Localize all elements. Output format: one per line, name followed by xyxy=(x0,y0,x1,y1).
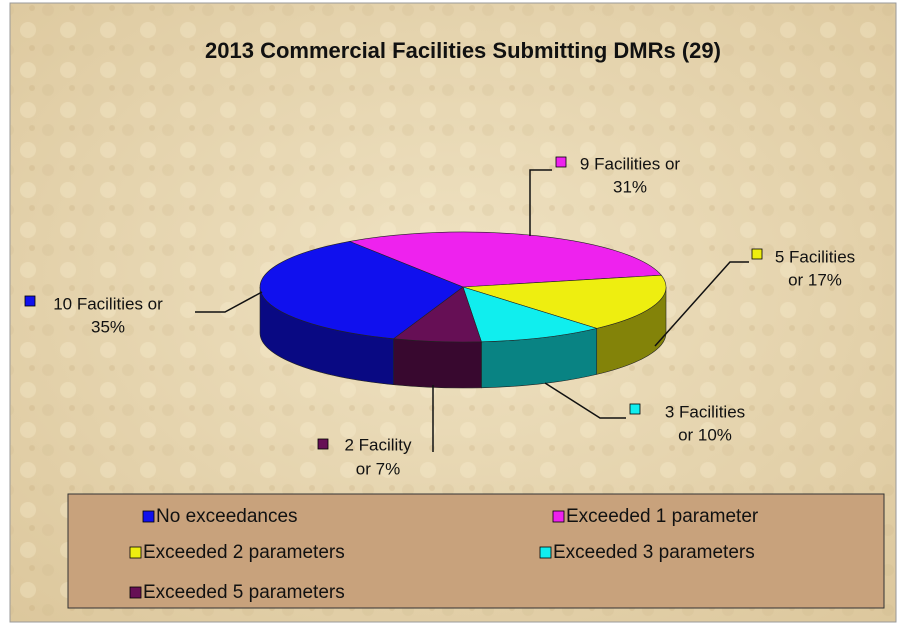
legend-key xyxy=(129,546,142,559)
pie-slice xyxy=(259,241,464,339)
legend-key xyxy=(129,586,142,599)
pie-slice xyxy=(462,274,667,329)
pie-slice xyxy=(462,286,598,343)
legend-label: Exceeded 1 parameter xyxy=(566,506,759,527)
data-label: 5 Facilities xyxy=(775,247,855,266)
data-label: 2 Facility xyxy=(344,435,412,454)
data-label: 10 Facilities or xyxy=(53,294,163,313)
legend-key xyxy=(552,510,565,523)
leader-line xyxy=(654,261,749,347)
label-key xyxy=(24,295,36,307)
legend-label: Exceeded 5 parameters xyxy=(143,582,345,603)
label-key xyxy=(317,438,329,450)
data-label: 31% xyxy=(613,177,647,196)
legend-label: No exceedances xyxy=(156,506,298,527)
legend-key xyxy=(142,510,155,523)
label-key xyxy=(555,156,567,168)
legend-label: Exceeded 3 parameters xyxy=(553,542,755,563)
legend-label: Exceeded 2 parameters xyxy=(143,542,345,563)
data-label: 35% xyxy=(91,317,125,336)
legend-key xyxy=(539,546,552,559)
pie-side xyxy=(393,338,482,389)
label-key xyxy=(751,248,763,260)
pie-slice xyxy=(348,231,662,288)
label-key xyxy=(629,403,641,415)
chart-title: 2013 Commercial Facilities Submitting DM… xyxy=(205,38,721,63)
legend-box xyxy=(67,493,885,609)
data-label: 9 Facilities or xyxy=(580,154,680,173)
data-label: or 17% xyxy=(788,270,842,289)
leader-line xyxy=(529,169,552,236)
data-label: 3 Facilities xyxy=(665,402,745,421)
leader-line xyxy=(195,291,263,313)
data-label: or 7% xyxy=(356,459,400,478)
leader-line xyxy=(544,382,626,419)
data-label: or 10% xyxy=(678,425,732,444)
